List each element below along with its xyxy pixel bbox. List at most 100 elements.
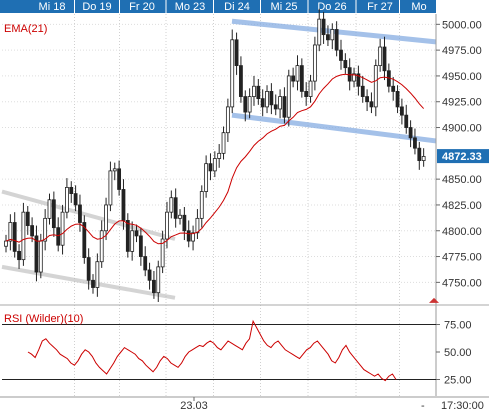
candle-body: [421, 156, 426, 161]
grid-lines: [2, 14, 436, 396]
candle-body: [30, 225, 35, 237]
candle-body: [269, 91, 274, 106]
candle-body: [208, 163, 213, 172]
candle-body: [326, 34, 330, 41]
price-tick-label: 4825.00: [442, 200, 482, 212]
day-label: Mo 23: [175, 1, 206, 13]
candle-body: [217, 152, 222, 159]
day-label: Di 24: [224, 1, 250, 13]
candle-body: [408, 127, 413, 139]
day-header: Mi 18 Do 19 Fr 20 Mo 23 Di 24 Mi 25 Do 26 Fr 27…: [0, 0, 436, 13]
day-label: Mi 18: [39, 1, 66, 13]
candle-body: [69, 186, 74, 194]
candle-body: [278, 96, 282, 110]
candle-body: [152, 279, 156, 294]
candle-body: [299, 65, 304, 92]
candle-body: [343, 60, 348, 69]
candle-body: [352, 73, 356, 82]
ema-label: EMA(21): [4, 23, 47, 35]
rsi-polyline: [27, 319, 397, 382]
price-tick-label: 4950.00: [442, 71, 482, 83]
candle-body: [365, 96, 369, 103]
rsi-tick-label: 75.00: [444, 320, 472, 332]
day-label: Mo: [411, 1, 426, 13]
candle-body: [286, 75, 291, 118]
candle-body: [295, 65, 300, 82]
candle-body: [417, 147, 422, 161]
day-header-bar: [0, 0, 436, 13]
candle-body: [239, 65, 243, 97]
candle-body: [339, 49, 343, 61]
candle-body: [104, 204, 108, 232]
candle-body: [165, 211, 169, 240]
candle-body: [273, 104, 278, 110]
price-axis: 5000.00 4975.00 4950.00 4925.00 4900.00 4850.…: [429, 14, 489, 396]
candle-body: [99, 230, 104, 263]
marker-triangle: [429, 297, 439, 303]
candle-body: [138, 235, 143, 257]
candle-body: [134, 230, 139, 237]
candle-body: [73, 193, 78, 206]
candle-body: [121, 189, 126, 221]
price-tick-label: 4850.00: [442, 174, 482, 186]
channel-lower-left-top: [1, 189, 176, 241]
candle-body: [65, 186, 69, 213]
price-tick-label: 4775.00: [442, 252, 482, 264]
last-price-label: 4872.33: [442, 151, 482, 163]
candle-body: [212, 158, 217, 172]
candle-body: [369, 101, 374, 108]
ema-line: [5, 73, 425, 245]
candle-body: [330, 29, 335, 41]
candle-body: [312, 44, 317, 82]
candle-body: [304, 91, 309, 97]
candle-body: [34, 235, 39, 273]
time-tick-label: 23.03: [180, 400, 208, 412]
candle-body: [82, 222, 87, 258]
candle-body: [221, 132, 226, 154]
candle-body: [404, 114, 409, 128]
candle-body: [108, 170, 113, 206]
day-label: Do 19: [82, 1, 111, 13]
candle-body: [78, 204, 82, 223]
candle-body: [247, 96, 252, 113]
candle-body: [112, 168, 117, 172]
channel-upper-right-bottom: [231, 112, 437, 144]
candle-body: [4, 240, 8, 247]
candle-body: [12, 222, 17, 252]
day-label: Do 26: [317, 1, 346, 13]
rsi-tick-label: 25.00: [444, 375, 472, 387]
ema-polyline: [5, 73, 425, 245]
time-tick-label: 17:30:00: [441, 400, 484, 412]
candle-body: [182, 214, 187, 232]
candle-body: [334, 29, 339, 51]
candle-body: [21, 211, 26, 261]
candle-body: [356, 73, 361, 87]
rsi-tick-label: 50.00: [444, 347, 472, 359]
candle-body: [252, 85, 256, 97]
price-tick-label: 4750.00: [442, 277, 482, 289]
candle-body: [265, 91, 269, 108]
candle-body: [143, 256, 148, 271]
candle-body: [125, 220, 130, 252]
candle-body: [47, 199, 52, 219]
price-tick-label: 4925.00: [442, 97, 482, 109]
candle-body: [43, 217, 48, 242]
candle-body: [308, 80, 313, 97]
candle-body: [282, 96, 287, 118]
time-axis: 23.03 - 17:30:00: [0, 396, 489, 412]
candle-body: [147, 269, 152, 281]
candle-body: [95, 261, 100, 288]
candle-body: [382, 46, 387, 72]
candle-body: [169, 197, 174, 213]
candle-body: [199, 191, 204, 219]
candle-body: [413, 137, 417, 149]
candle-body: [360, 85, 365, 97]
candle-body: [321, 18, 326, 36]
day-label: Mi 25: [271, 1, 298, 13]
candles: [4, 8, 426, 302]
time-tick-label: -: [421, 400, 425, 412]
candle-body: [230, 39, 235, 108]
candle-body: [243, 96, 248, 113]
candle-body: [160, 238, 165, 268]
candle-body: [56, 227, 61, 246]
